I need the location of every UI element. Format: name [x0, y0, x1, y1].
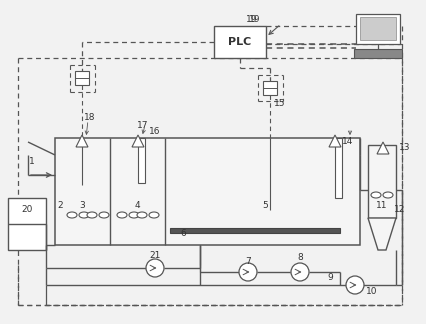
Text: 18: 18 — [84, 113, 96, 122]
Bar — [368, 145, 396, 218]
Text: 10: 10 — [366, 287, 378, 296]
Polygon shape — [132, 135, 144, 147]
Circle shape — [291, 263, 309, 281]
Ellipse shape — [371, 192, 381, 198]
Text: 19: 19 — [246, 16, 258, 25]
Text: 1: 1 — [29, 157, 35, 167]
Text: 2: 2 — [57, 201, 63, 210]
Text: 5: 5 — [262, 201, 268, 210]
Bar — [8, 198, 46, 250]
Ellipse shape — [79, 212, 89, 218]
Text: 4: 4 — [134, 201, 140, 210]
Text: 12: 12 — [394, 205, 406, 214]
Text: 7: 7 — [245, 257, 251, 265]
Text: 11: 11 — [376, 201, 388, 210]
Bar — [170, 228, 340, 233]
Ellipse shape — [149, 212, 159, 218]
Bar — [214, 26, 266, 58]
Text: PLC: PLC — [228, 37, 252, 47]
Text: 6: 6 — [180, 228, 186, 237]
Ellipse shape — [99, 212, 109, 218]
Polygon shape — [368, 218, 396, 250]
Bar — [55, 138, 360, 245]
Circle shape — [239, 263, 257, 281]
Ellipse shape — [117, 212, 127, 218]
Text: 9: 9 — [327, 273, 333, 283]
Text: 13: 13 — [399, 144, 411, 153]
Text: 21: 21 — [149, 250, 161, 260]
Circle shape — [346, 276, 364, 294]
Polygon shape — [76, 135, 88, 147]
Ellipse shape — [383, 192, 393, 198]
Bar — [75, 71, 89, 85]
Ellipse shape — [87, 212, 97, 218]
Bar — [356, 14, 400, 44]
Ellipse shape — [67, 212, 77, 218]
Circle shape — [146, 259, 164, 277]
Text: 20: 20 — [21, 205, 33, 214]
Text: 8: 8 — [297, 253, 303, 262]
Text: 17: 17 — [137, 121, 149, 130]
Bar — [360, 17, 396, 40]
Bar — [354, 49, 402, 58]
Polygon shape — [329, 135, 341, 147]
Text: 15: 15 — [274, 98, 286, 108]
Bar — [263, 81, 277, 95]
Polygon shape — [377, 142, 389, 154]
Ellipse shape — [129, 212, 139, 218]
Bar — [138, 138, 145, 183]
Ellipse shape — [137, 212, 147, 218]
Text: 3: 3 — [79, 201, 85, 210]
Text: 16: 16 — [149, 128, 161, 136]
Bar — [335, 138, 342, 198]
Text: 14: 14 — [343, 136, 354, 145]
Text: 19: 19 — [249, 16, 261, 25]
